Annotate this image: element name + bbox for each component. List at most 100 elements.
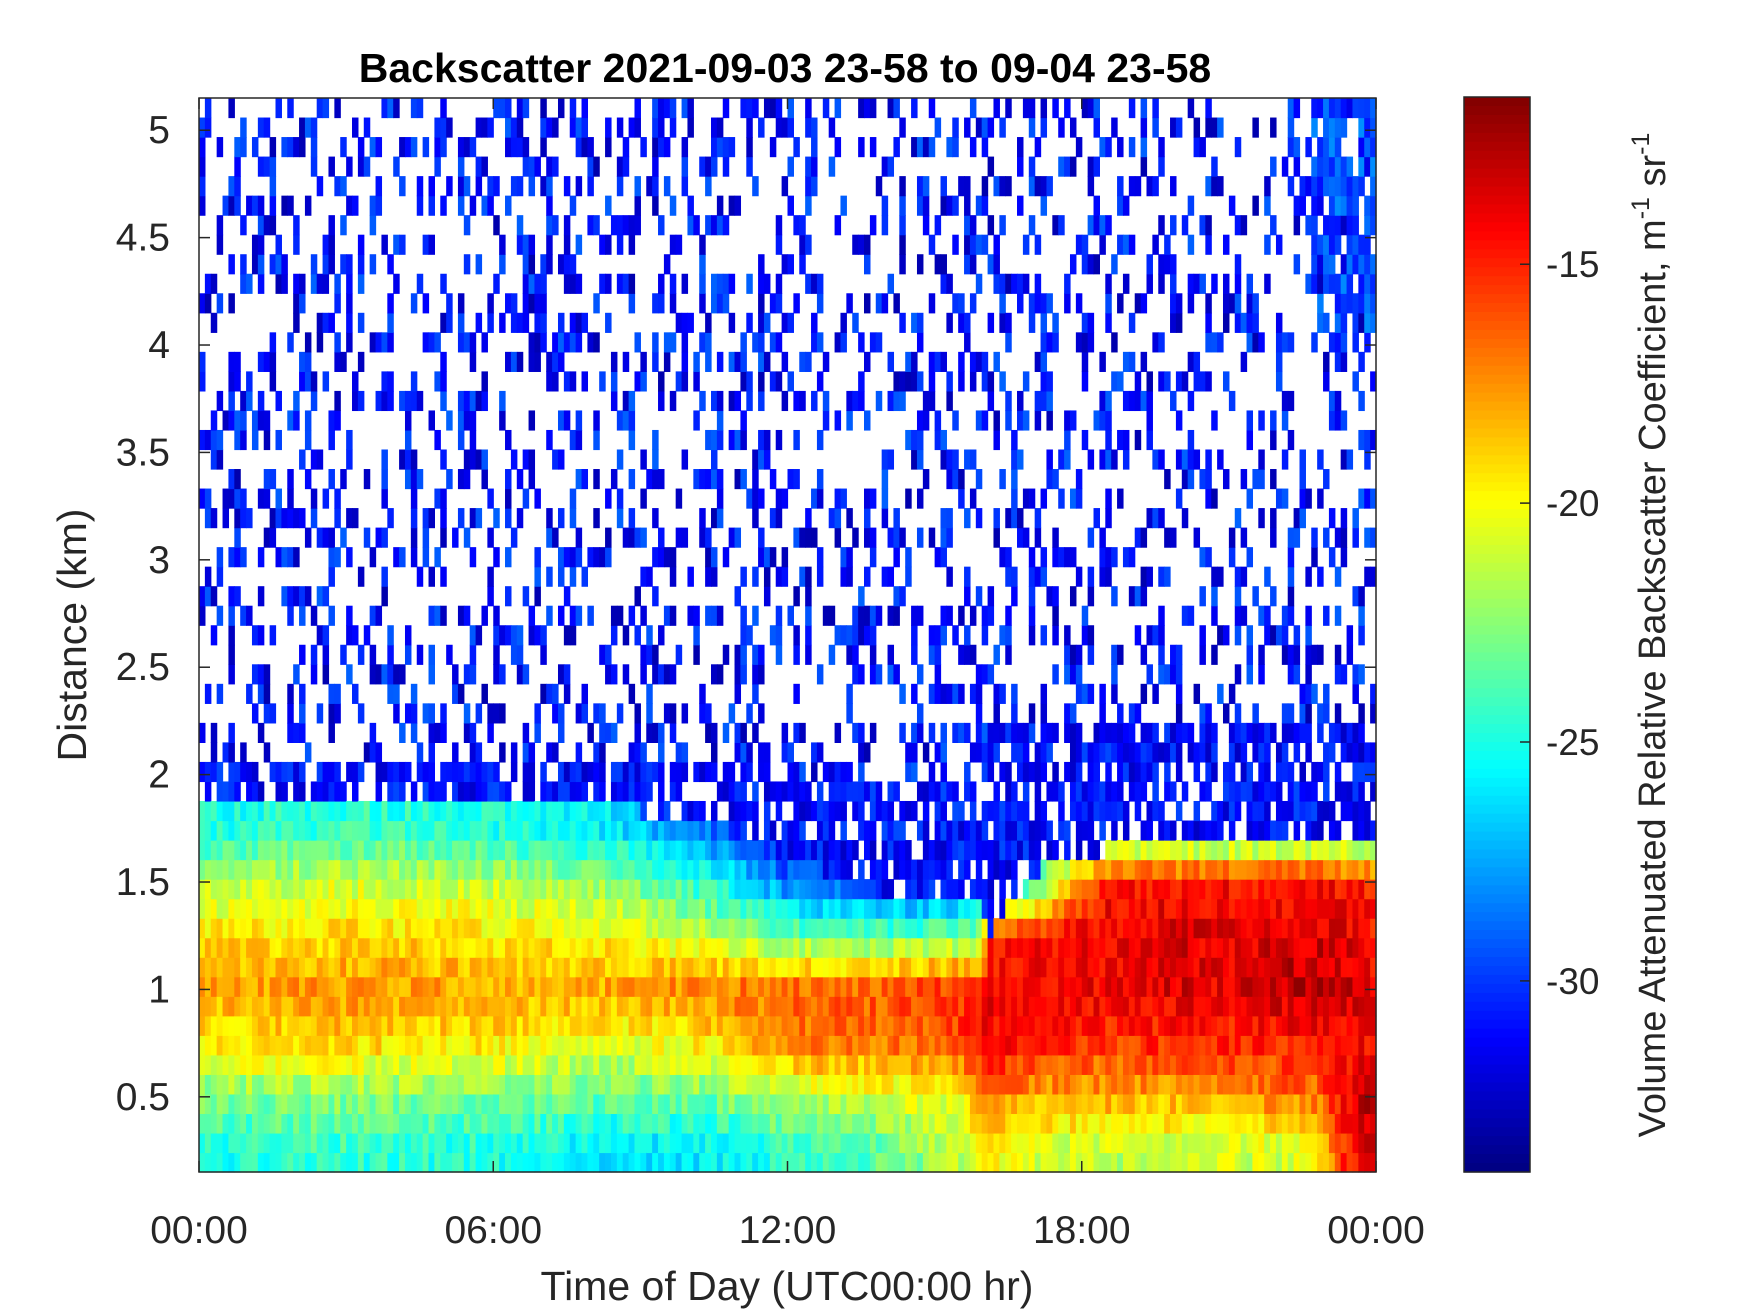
heatmap-cell: [310, 1015, 318, 1036]
heatmap-cell: [204, 508, 212, 529]
heatmap-cell: [964, 176, 971, 197]
heatmap-cell: [740, 469, 747, 490]
heatmap-cell: [893, 859, 900, 880]
heatmap-cell: [1081, 800, 1089, 822]
heatmap-cell: [210, 1074, 218, 1095]
heatmap-cell: [928, 1093, 936, 1115]
heatmap-cell: [493, 879, 500, 900]
heatmap-cell: [946, 137, 953, 158]
heatmap-cell: [793, 761, 800, 783]
heatmap-cell: [363, 879, 371, 900]
heatmap-cell: [393, 781, 400, 802]
heatmap-cell: [834, 1093, 842, 1115]
heatmap-cell: [746, 957, 753, 978]
heatmap-cell: [905, 937, 912, 958]
heatmap-cell: [204, 1035, 212, 1056]
heatmap-cell: [993, 527, 1000, 548]
heatmap-cell: [499, 957, 506, 978]
heatmap-cell: [646, 1035, 653, 1056]
heatmap-cell: [728, 761, 736, 783]
heatmap-cell: [240, 137, 247, 158]
heatmap-cell: [1040, 625, 1048, 646]
heatmap-cell: [563, 820, 571, 841]
heatmap-cell: [399, 176, 406, 197]
heatmap-cell: [852, 664, 859, 685]
heatmap-cell: [1011, 586, 1018, 607]
heatmap-cell: [981, 937, 989, 958]
heatmap-cell: [363, 1054, 371, 1075]
heatmap-cell: [1087, 918, 1095, 939]
heatmap-cell: [852, 800, 859, 822]
heatmap-cell: [687, 1035, 694, 1056]
heatmap-cell: [681, 800, 689, 822]
heatmap-cell: [916, 1074, 924, 1095]
heatmap-cell: [799, 957, 806, 978]
heatmap-cell: [228, 879, 235, 900]
heatmap-cell: [652, 996, 659, 1017]
heatmap-cell: [516, 469, 524, 490]
heatmap-cell: [969, 293, 977, 314]
heatmap-cell: [246, 937, 253, 958]
heatmap-cell: [422, 1054, 430, 1075]
heatmap-cell: [1111, 644, 1118, 665]
heatmap-cell: [711, 293, 718, 314]
heatmap-cell: [763, 547, 771, 568]
heatmap-cell: [1011, 996, 1018, 1017]
heatmap-cell: [916, 781, 924, 802]
heatmap-cell: [269, 898, 277, 919]
heatmap-cell: [752, 1035, 759, 1056]
heatmap-cell: [287, 508, 294, 529]
heatmap-cell: [1034, 918, 1042, 939]
heatmap-cell: [828, 781, 836, 802]
heatmap-cell: [675, 1054, 683, 1075]
heatmap-cell: [652, 976, 659, 997]
heatmap-cell: [234, 1074, 241, 1095]
heatmap-cell: [422, 1152, 430, 1173]
heatmap-cell: [1069, 918, 1077, 939]
heatmap-cell: [410, 1035, 418, 1056]
heatmap-cell: [605, 1152, 612, 1173]
heatmap-cell: [964, 332, 971, 353]
heatmap-cell: [575, 1035, 583, 1056]
heatmap-cell: [416, 898, 424, 919]
heatmap-cell: [740, 1074, 747, 1095]
heatmap-cell: [752, 1132, 759, 1154]
heatmap-cell: [758, 976, 765, 997]
heatmap-cell: [410, 1113, 418, 1134]
heatmap-cell: [387, 390, 394, 412]
heatmap-cell: [1058, 547, 1065, 568]
heatmap-cell: [958, 996, 965, 1017]
heatmap-cell: [257, 800, 265, 822]
heatmap-cell: [934, 254, 942, 275]
heatmap-cell: [505, 98, 512, 119]
heatmap-cell: [822, 1035, 830, 1056]
heatmap-cell: [652, 332, 659, 353]
heatmap-cell: [799, 761, 806, 783]
heatmap-cell: [716, 859, 724, 880]
heatmap-cell: [275, 273, 282, 294]
heatmap-cell: [428, 605, 435, 626]
heatmap-cell: [599, 1054, 606, 1075]
heatmap-cell: [1005, 1054, 1012, 1075]
heatmap-cell: [934, 429, 942, 451]
heatmap-cell: [628, 1093, 636, 1115]
heatmap-cell: [981, 664, 989, 685]
heatmap-cell: [952, 840, 959, 861]
heatmap-cell: [640, 449, 647, 470]
heatmap-cell: [199, 761, 206, 783]
heatmap-cell: [399, 840, 406, 861]
heatmap-cell: [593, 859, 600, 880]
heatmap-cell: [658, 390, 665, 412]
heatmap-cell: [864, 605, 871, 626]
heatmap-cell: [269, 1074, 277, 1095]
heatmap-cell: [575, 312, 583, 333]
heatmap-cell: [740, 859, 747, 880]
heatmap-cell: [528, 332, 536, 353]
heatmap-cell: [352, 976, 359, 997]
heatmap-cell: [493, 625, 500, 646]
heatmap-cell: [628, 1074, 636, 1095]
heatmap-cell: [1040, 1152, 1048, 1173]
heatmap-cell: [864, 820, 871, 841]
heatmap-cell: [540, 293, 547, 314]
heatmap-cell: [1111, 879, 1118, 900]
